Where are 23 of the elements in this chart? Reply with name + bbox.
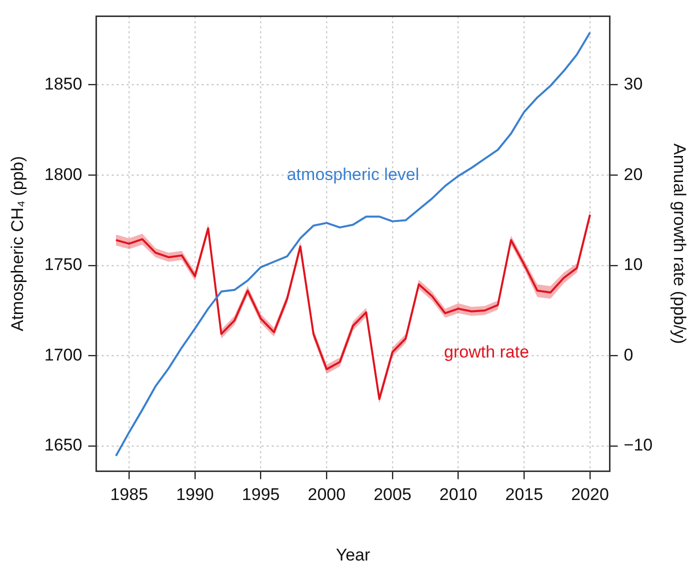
- y-tick-label: 1750: [44, 255, 82, 274]
- y-tick-label: 1850: [44, 74, 82, 94]
- y2-tick-label: −10: [624, 436, 653, 455]
- x-tick-label: 1985: [110, 485, 148, 504]
- x-tick-label: 2020: [571, 485, 609, 504]
- y2-axis-title: Annual growth rate (ppb/y): [670, 144, 690, 344]
- x-tick-label: 2005: [374, 485, 412, 504]
- y2-tick-label: 10: [624, 255, 643, 274]
- x-axis-title: Year: [336, 545, 370, 564]
- x-tick-label: 1995: [242, 485, 280, 504]
- y-tick-label: 1700: [44, 345, 82, 364]
- y-axis-title: Atmospheric CH₄ (ppb): [8, 156, 27, 332]
- x-tick-label: 1990: [176, 485, 214, 504]
- y2-tick-label: 30: [624, 74, 643, 94]
- x-tick-label: 2010: [439, 485, 478, 504]
- x-tick-label: 2000: [308, 485, 346, 504]
- y2-tick-label: 0: [624, 345, 634, 364]
- y2-tick-label: 20: [624, 164, 643, 184]
- y-tick-label: 1800: [44, 164, 82, 184]
- x-tick-label: 2015: [505, 485, 544, 504]
- y-tick-label: 1650: [44, 436, 82, 455]
- series-label: growth rate: [444, 342, 530, 362]
- series-label: atmospheric level: [286, 165, 420, 184]
